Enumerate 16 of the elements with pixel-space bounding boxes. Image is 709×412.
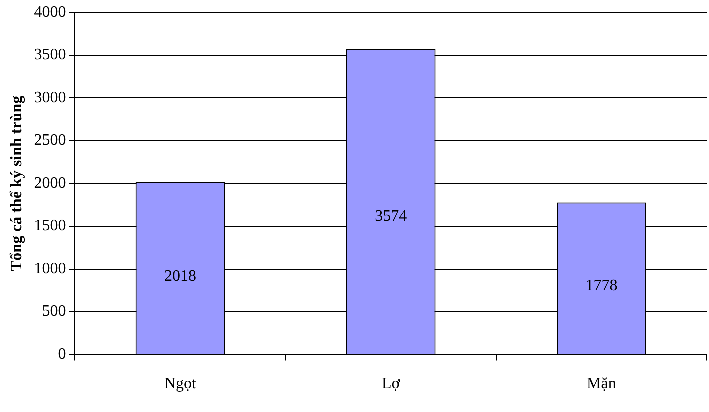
y-tick-label: 1500 (34, 218, 66, 235)
y-tick-label: 1000 (34, 260, 66, 278)
y-tick-label: 0 (58, 346, 66, 364)
y-tick-label: 2000 (34, 174, 66, 192)
y-tick-label: 3500 (34, 46, 66, 64)
x-tick-label: Lợ (382, 376, 401, 393)
data-label: 2018 (164, 268, 196, 286)
x-tick-label: Ngọt (164, 376, 198, 393)
x-tick-label: Mặn (587, 376, 616, 393)
y-tick-label: 500 (42, 303, 66, 320)
y-tick-label: 3000 (34, 89, 66, 106)
data-label: 3574 (375, 208, 408, 226)
y-tick-label: 2500 (34, 132, 66, 150)
y-tick-label: 4000 (34, 4, 66, 21)
y-axis-title: Tổng cá thể ký sinh trùng (8, 96, 26, 272)
data-label: 1778 (586, 277, 618, 294)
